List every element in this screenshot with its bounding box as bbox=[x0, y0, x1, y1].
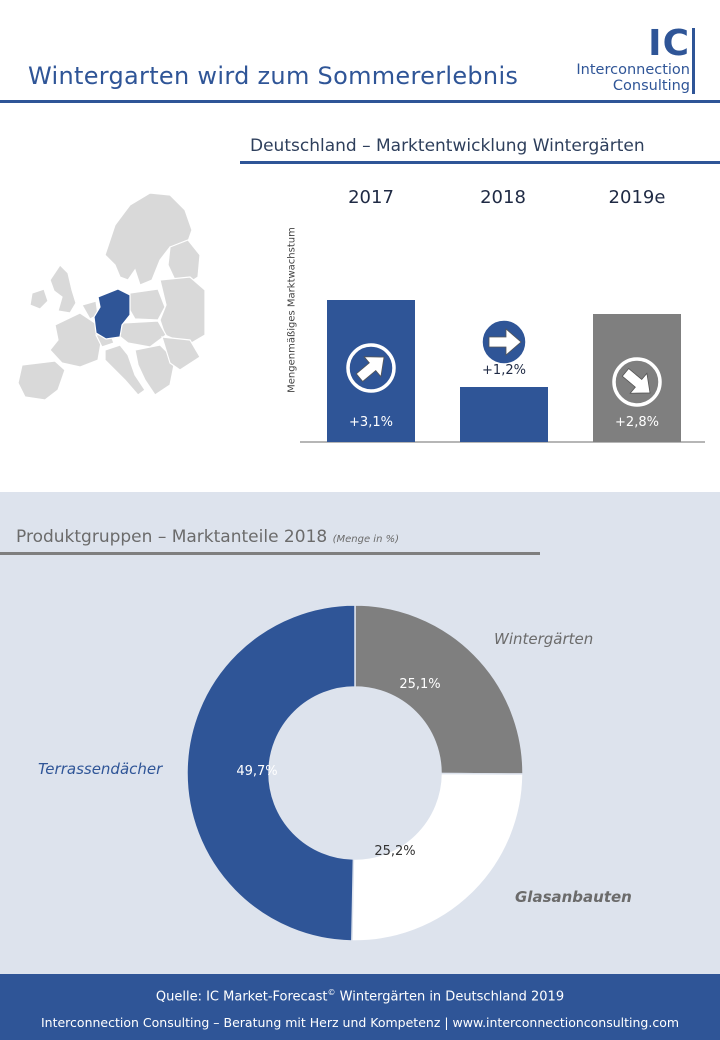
footer-source-prefix: Quelle: IC Market-Forecast bbox=[155, 989, 328, 1005]
logo-line1: Interconnection bbox=[576, 62, 690, 78]
donut-chart: 25,1% 25,2% 49,7% bbox=[186, 604, 524, 942]
bar-chart-title-underline bbox=[240, 161, 720, 164]
arrow-up-right-icon bbox=[346, 343, 396, 393]
donut-slice-1 bbox=[351, 772, 524, 942]
year-label-2019e: 2019e bbox=[608, 187, 666, 208]
segment-label-wintergaerten: Wintergärten bbox=[494, 630, 594, 648]
pie-chart-title-wrapper: Produktgruppen – Marktanteile 2018 (Meng… bbox=[16, 527, 399, 547]
germany-highlight bbox=[93, 288, 131, 340]
bar-value-label-2019e: +2,8% bbox=[615, 415, 659, 430]
europe-map bbox=[17, 192, 206, 401]
segment-label-glasanbauten: Glasanbauten bbox=[515, 888, 632, 906]
donut-slice-2 bbox=[186, 604, 356, 942]
donut-value-label-2: 49,7% bbox=[236, 764, 277, 779]
donut-value-label-1: 25,2% bbox=[374, 844, 415, 859]
logo-bar bbox=[692, 28, 695, 94]
bar-value-label-2017: +3,1% bbox=[349, 415, 393, 430]
logo-letters: IC bbox=[648, 23, 690, 64]
arrow-right-down-icon bbox=[612, 357, 662, 407]
bar-chart: +3,1% +1,2% +2,8% bbox=[300, 300, 705, 443]
year-label-2017: 2017 bbox=[348, 187, 394, 208]
pie-chart-title: Produktgruppen – Marktanteile 2018 bbox=[16, 527, 328, 547]
year-label-2018: 2018 bbox=[480, 187, 526, 208]
page-title: Wintergarten wird zum Sommererlebnis bbox=[28, 62, 519, 90]
bar-value-label-2018: +1,2% bbox=[482, 363, 526, 378]
footer-bar bbox=[0, 974, 720, 1040]
footer-tagline: Interconnection Consulting – Beratung mi… bbox=[40, 1015, 680, 1030]
footer-source-suffix: Wintergärten in Deutschland 2019 bbox=[335, 989, 565, 1005]
logo-line2: Consulting bbox=[612, 78, 690, 94]
pie-chart-title-note: (Menge in %) bbox=[332, 534, 400, 545]
footer-copyright: © bbox=[327, 988, 336, 997]
bar-2018 bbox=[460, 387, 548, 442]
arrow-right-icon bbox=[479, 317, 529, 367]
segment-label-terrassendaecher: Terrassendächer bbox=[38, 760, 163, 778]
title-underline bbox=[0, 100, 720, 103]
footer-source: Quelle: IC Market-Forecast© Wintergärten… bbox=[0, 988, 720, 1004]
pie-chart-title-underline bbox=[0, 552, 540, 555]
donut-slice-0 bbox=[354, 604, 524, 775]
company-logo: IC Interconnection Consulting bbox=[560, 26, 700, 98]
bar-chart-title: Deutschland – Marktentwicklung Wintergär… bbox=[250, 136, 645, 156]
y-axis-label: Mengenmäßiges Marktwachstum bbox=[286, 227, 298, 393]
donut-value-label-0: 25,1% bbox=[399, 677, 440, 692]
